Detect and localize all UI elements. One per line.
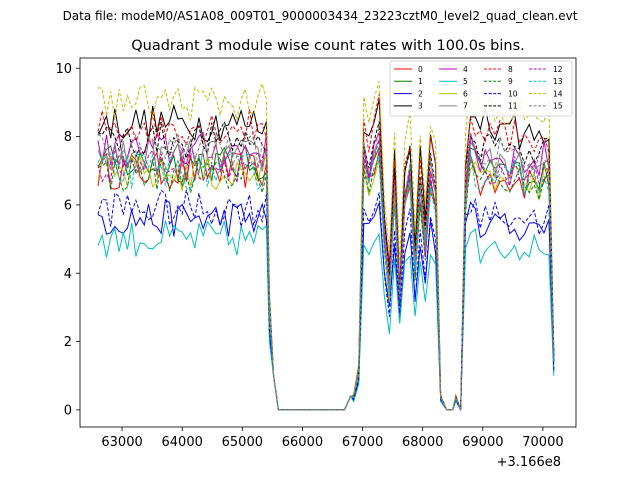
legend-label-5: 5 xyxy=(463,77,468,86)
plot-frame xyxy=(79,57,577,428)
y-tick-label: 6 xyxy=(64,198,72,213)
x-tick-label: 70000 xyxy=(522,435,563,450)
x-tick-label: 63000 xyxy=(101,435,142,450)
y-tick-label: 4 xyxy=(64,267,72,282)
legend-label-4: 4 xyxy=(463,65,468,74)
x-tick-label: 69000 xyxy=(462,435,503,450)
legend-box xyxy=(389,60,573,117)
x-tick-label: 67000 xyxy=(342,435,383,450)
legend-label-11: 11 xyxy=(508,102,518,111)
legend-label-14: 14 xyxy=(553,89,563,98)
legend-label-1: 1 xyxy=(418,77,423,86)
legend-label-3: 3 xyxy=(418,102,423,111)
plot-lines xyxy=(97,79,555,412)
y-tick-label: 2 xyxy=(64,335,72,350)
axes-ticks: 63000 64000 65000 66000 67000 68000 69000 70000… xyxy=(55,62,563,450)
x-offset-label: +3.166e8 xyxy=(497,455,561,470)
legend-label-15: 15 xyxy=(553,102,563,111)
legend-label-13: 13 xyxy=(553,77,563,86)
legend-label-2: 2 xyxy=(418,89,423,98)
series-line-15 xyxy=(97,125,555,411)
x-tick-label: 68000 xyxy=(402,435,443,450)
legend-label-10: 10 xyxy=(508,89,518,98)
y-tick-label: 10 xyxy=(55,62,72,77)
y-tick-label: 0 xyxy=(64,403,72,418)
y-tick-label: 8 xyxy=(64,130,72,145)
x-tick-label: 66000 xyxy=(282,435,323,450)
legend-label-9: 9 xyxy=(508,77,513,86)
figure-suptitle: Data file: modeM0/AS1A08_009T01_90000034… xyxy=(63,9,578,23)
legend-label-6: 6 xyxy=(463,89,468,98)
legend-label-12: 12 xyxy=(553,65,563,74)
x-tick-label: 65000 xyxy=(222,435,263,450)
legend-label-0: 0 xyxy=(418,65,423,74)
legend-label-8: 8 xyxy=(508,65,513,74)
chart-title: Quadrant 3 module wise count rates with … xyxy=(131,38,525,54)
legend-label-7: 7 xyxy=(463,102,468,111)
x-tick-label: 64000 xyxy=(162,435,203,450)
